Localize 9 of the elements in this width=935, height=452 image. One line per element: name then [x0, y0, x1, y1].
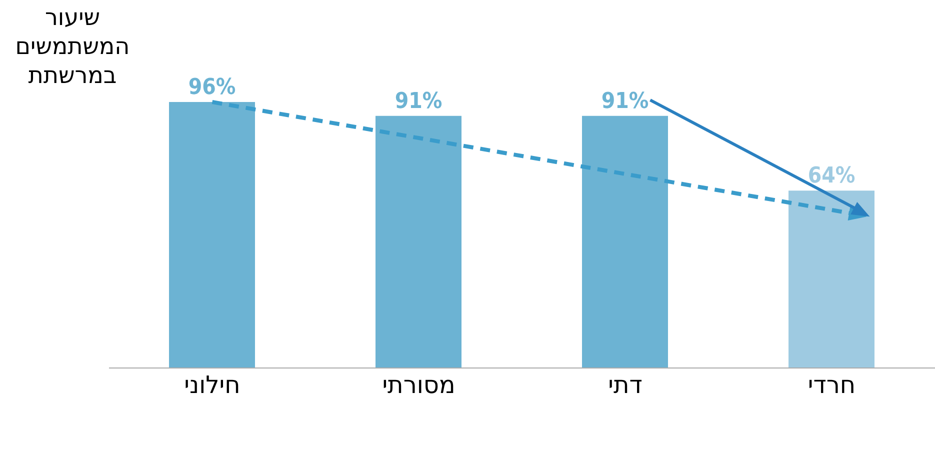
data-label: 91% — [601, 88, 649, 114]
data-label: 96% — [188, 75, 236, 100]
x-tick-label: מסורתי — [382, 371, 456, 400]
x-tick-label: דתי — [608, 371, 642, 400]
y-axis-title: שיעור המשתמשים במרשתת — [14, 4, 131, 91]
x-tick-label: חילוני — [184, 371, 240, 400]
data-label: 64% — [808, 164, 856, 189]
data-label: 91% — [394, 88, 442, 114]
x-tick-label: חרדי — [808, 371, 856, 400]
